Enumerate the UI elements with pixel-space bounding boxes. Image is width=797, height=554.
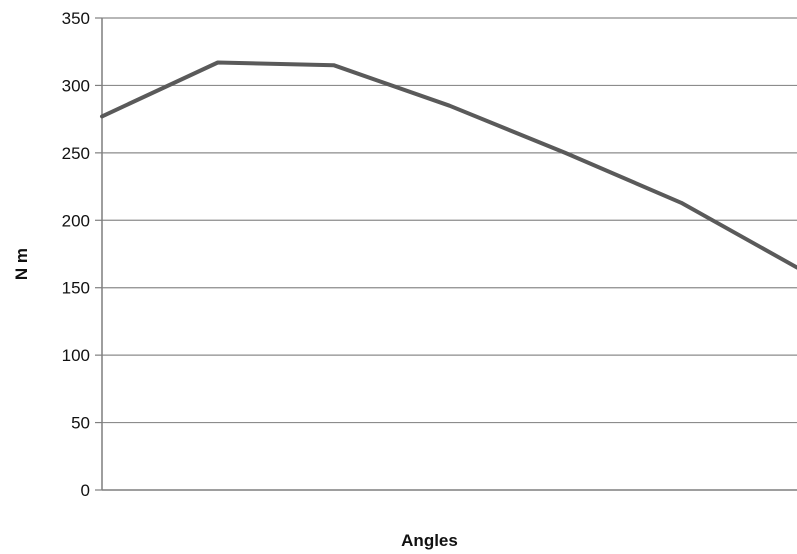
- y-tick-label: 100: [62, 346, 90, 365]
- y-tick-label: 300: [62, 76, 90, 95]
- y-tick-label: 350: [62, 9, 90, 28]
- series-group: [100, 60, 797, 270]
- y-tick-label: 250: [62, 144, 90, 163]
- gridlines: [95, 17, 797, 491]
- x-axis-title: Angles: [401, 531, 458, 550]
- y-tick-label: 200: [62, 211, 90, 230]
- y-tick-labels: 0 50 100 150 200 250 300 350: [62, 9, 90, 500]
- y-tick-label: 0: [81, 481, 90, 500]
- series-line: [100, 60, 797, 270]
- y-tick-label: 150: [62, 279, 90, 298]
- y-axis-title: N m: [12, 248, 31, 280]
- y-tick-label: 50: [71, 414, 90, 433]
